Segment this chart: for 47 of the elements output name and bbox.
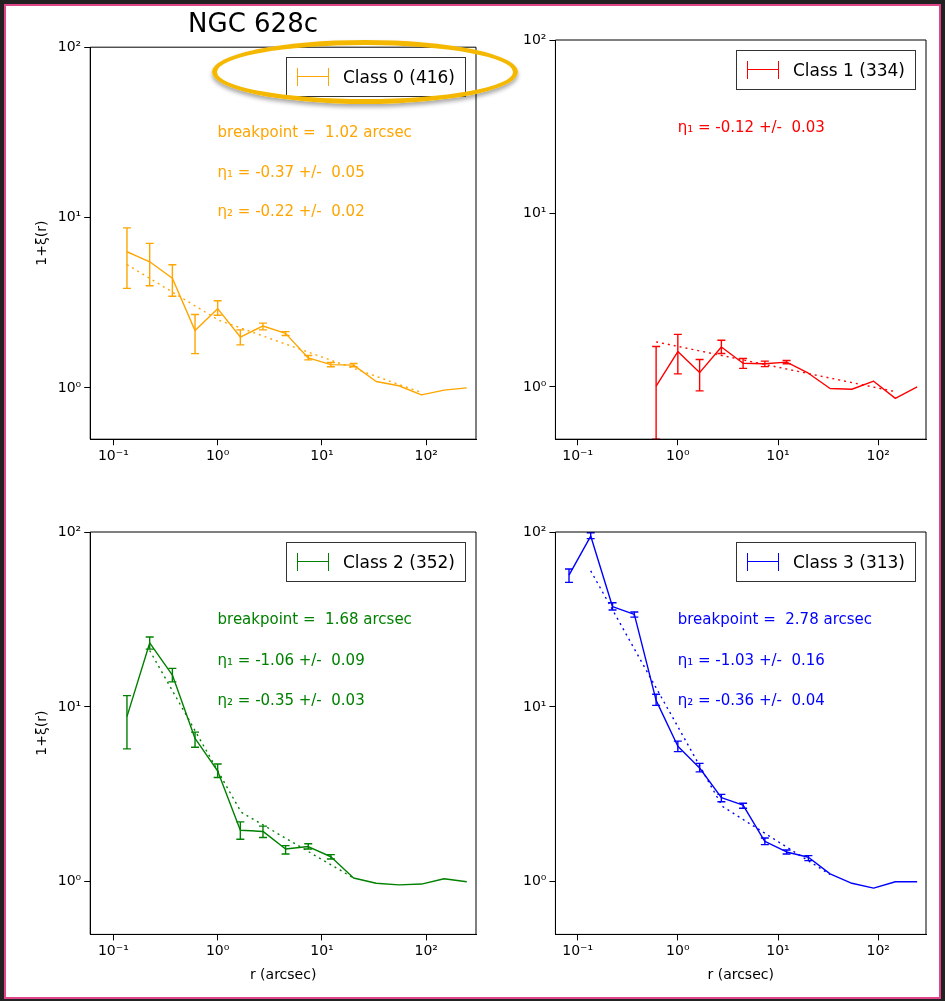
legend-label: Class 2 (352) xyxy=(342,552,455,572)
annotation: η₁ = -0.12 +/- 0.03 xyxy=(677,117,825,136)
annotation: η₂ = -0.36 +/- 0.04 xyxy=(677,690,825,709)
y-tick-label: 10⁰ xyxy=(57,872,82,889)
x-tick-label: 10¹ xyxy=(766,942,790,959)
x-tick-label: 10² xyxy=(414,942,438,959)
y-tick-label: 10¹ xyxy=(57,208,82,225)
y-tick-label: 10¹ xyxy=(57,697,82,714)
y-tick-label: 10² xyxy=(57,37,82,54)
annotation: breakpoint = 1.02 arcsec xyxy=(217,123,412,142)
y-axis-title: 1+ξ(r) xyxy=(33,710,50,756)
y-tick-label: 10¹ xyxy=(522,697,547,714)
annotation: η₂ = -0.22 +/- 0.02 xyxy=(217,201,365,220)
annotation: η₁ = -1.03 +/- 0.16 xyxy=(677,650,825,669)
y-tick-label: 10⁰ xyxy=(522,872,547,889)
x-axis-title: r (arcsec) xyxy=(707,966,774,983)
x-tick-label: 10¹ xyxy=(766,447,790,464)
annotation: η₁ = -1.06 +/- 0.09 xyxy=(217,650,365,669)
x-tick-label: 10⁰ xyxy=(666,447,690,464)
x-tick-label: 10⁰ xyxy=(205,447,230,464)
x-axis-title: r (arcsec) xyxy=(249,966,317,983)
annotation: breakpoint = 1.68 arcsec xyxy=(217,610,412,629)
legend-label: Class 0 (416) xyxy=(342,67,455,88)
annotation: breakpoint = 2.78 arcsec xyxy=(677,610,873,629)
x-tick-label: 10² xyxy=(866,447,890,464)
x-tick-label: 10⁻¹ xyxy=(97,447,129,464)
legend-label: Class 3 (313) xyxy=(792,552,905,572)
x-tick-label: 10¹ xyxy=(310,447,334,464)
x-tick-label: 10⁻¹ xyxy=(562,447,594,464)
x-tick-label: 10⁻¹ xyxy=(97,942,129,959)
y-tick-label: 10² xyxy=(522,522,547,539)
annotation: η₂ = -0.35 +/- 0.03 xyxy=(217,690,365,709)
y-tick-label: 10² xyxy=(57,522,82,539)
x-tick-label: 10² xyxy=(866,942,890,959)
annotation: η₁ = -0.37 +/- 0.05 xyxy=(217,162,365,181)
y-tick-label: 10⁰ xyxy=(522,377,547,394)
x-tick-label: 10¹ xyxy=(310,942,334,959)
y-axis-title: 1+ξ(r) xyxy=(33,220,50,266)
chart-title: NGC 628c xyxy=(188,8,318,39)
x-tick-label: 10⁰ xyxy=(666,942,690,959)
y-tick-label: 10¹ xyxy=(522,204,547,221)
y-tick-label: 10⁰ xyxy=(57,378,82,395)
y-tick-label: 10² xyxy=(522,30,547,47)
legend-label: Class 1 (334) xyxy=(792,60,905,80)
x-tick-label: 10⁻¹ xyxy=(562,942,594,959)
x-tick-label: 10² xyxy=(414,447,438,464)
x-tick-label: 10⁰ xyxy=(205,942,230,959)
